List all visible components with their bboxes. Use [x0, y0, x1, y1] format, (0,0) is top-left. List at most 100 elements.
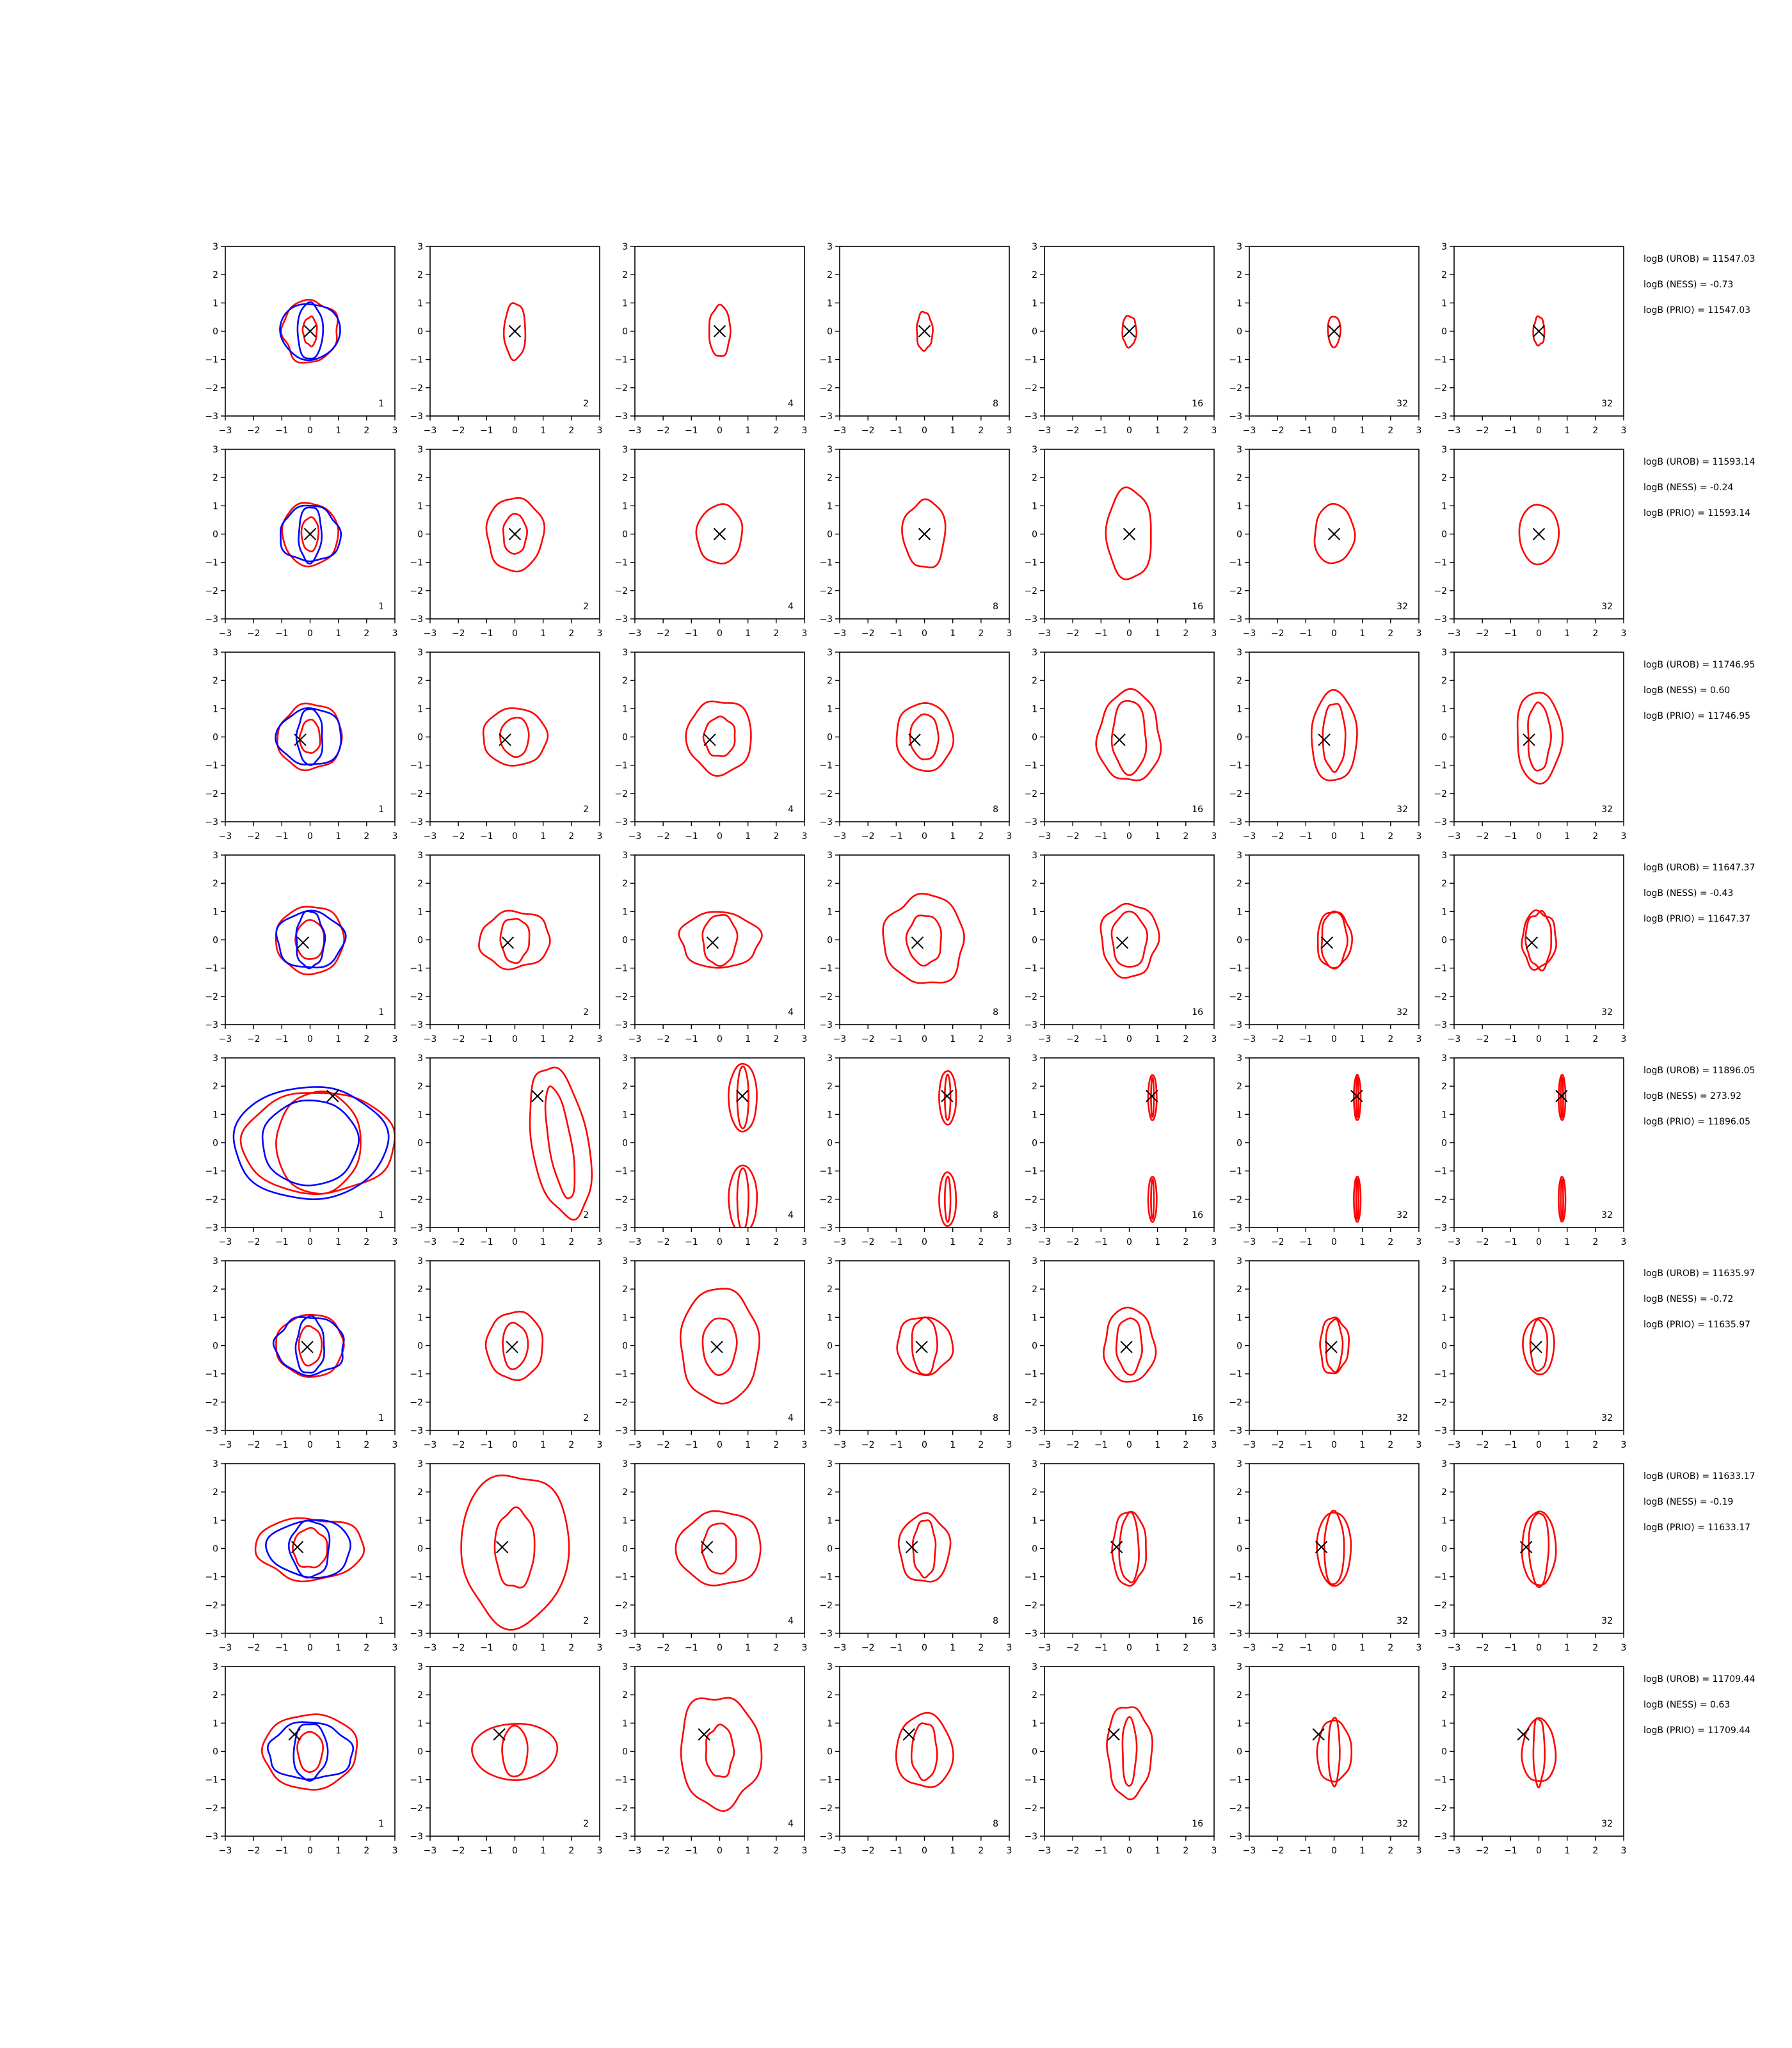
- axes-frame: [225, 1260, 396, 1431]
- panel-label: 2: [583, 1413, 589, 1423]
- y-tick-label: 1: [1441, 704, 1447, 714]
- y-tick-label: 0: [417, 530, 423, 540]
- x-tick-label: 0: [717, 1846, 723, 1856]
- y-tick-label: 1: [622, 907, 628, 917]
- panel-r5-c7: −3−3 −2 −2 −1 −1 0 0 1 1 2 2 3 3 32: [1434, 1053, 1626, 1247]
- y-tick-label: −3: [819, 1832, 833, 1842]
- panel-r7-c3: −3−3 −2 −2 −1 −1 0 0 1 1 2 2 3 3 4: [614, 1459, 807, 1653]
- y-tick-label: −3: [205, 614, 218, 625]
- x-tick-label: −2: [657, 1034, 670, 1044]
- y-tick-label: −3: [819, 1020, 833, 1030]
- x-tick-label: −3: [833, 1237, 847, 1247]
- x-tick-label: 1: [540, 1034, 546, 1044]
- y-tick-label: −1: [1024, 1370, 1037, 1380]
- posterior-contour: [1355, 1178, 1359, 1220]
- posterior-contour: [911, 1316, 938, 1376]
- posterior-contour: [1560, 1178, 1564, 1220]
- x-tick-label: 1: [950, 628, 956, 639]
- y-tick-label: 1: [1236, 298, 1242, 308]
- x-tick-label: −3: [1243, 831, 1256, 842]
- x-tick-label: 1: [1155, 831, 1160, 842]
- axes-frame: [1044, 1666, 1215, 1837]
- panel-r2-c7: −3−3 −2 −2 −1 −1 0 0 1 1 2 2 3 3 32: [1434, 445, 1626, 639]
- axes-frame: [1249, 652, 1420, 822]
- x-tick-label: −3: [1038, 1034, 1052, 1044]
- panel-r6-c2: −3−3 −2 −2 −1 −1 0 0 1 1 2 2 3 3 2: [410, 1256, 602, 1450]
- x-tick-label: −2: [657, 831, 670, 842]
- x-tick-label: 3: [802, 1034, 808, 1044]
- x-tick-label: 3: [1212, 628, 1217, 639]
- panel-r1-c5: −3−3 −2 −2 −1 −1 0 0 1 1 2 2 3 3 16: [1024, 242, 1217, 436]
- y-tick-label: 1: [1236, 907, 1242, 917]
- x-tick-label: −3: [424, 1440, 437, 1450]
- x-tick-label: 1: [540, 831, 546, 842]
- y-tick-label: −1: [205, 1167, 218, 1177]
- true-point-marker: [1523, 733, 1535, 746]
- x-tick-label: 0: [1536, 628, 1542, 639]
- panel-label: 2: [583, 1616, 589, 1626]
- y-tick-label: −2: [1434, 1804, 1447, 1814]
- y-tick-label: 2: [212, 270, 218, 280]
- posterior-contour: [685, 700, 752, 777]
- x-tick-label: 2: [364, 1237, 369, 1247]
- true-point-marker: [710, 1341, 723, 1354]
- y-tick-label: 1: [1441, 501, 1447, 511]
- prior-contour: [296, 301, 324, 360]
- posterior-contour: [275, 1313, 345, 1378]
- x-tick-label: −3: [424, 426, 437, 436]
- x-tick-label: 0: [717, 1643, 723, 1653]
- posterior-contour: [708, 303, 732, 357]
- y-tick-label: 2: [827, 879, 833, 889]
- x-tick-label: 1: [950, 426, 956, 436]
- y-tick-label: 2: [622, 879, 628, 889]
- y-tick-label: −3: [1229, 817, 1242, 828]
- panel-label: 1: [378, 1413, 384, 1423]
- y-tick-label: 1: [1236, 704, 1242, 714]
- y-tick-label: −3: [205, 412, 218, 422]
- x-tick-label: −2: [1271, 831, 1284, 842]
- logb-annotation: logB (UROB) = 11593.14: [1644, 457, 1755, 467]
- posterior-contour: [1150, 1178, 1155, 1220]
- y-tick-label: −2: [1024, 1398, 1037, 1408]
- x-tick-label: −2: [1066, 628, 1080, 639]
- y-tick-label: −3: [819, 1223, 833, 1233]
- panel-r8-c4: −3−3 −2 −2 −1 −1 0 0 1 1 2 2 3 3 8: [819, 1662, 1012, 1856]
- panel-label: 1: [378, 602, 384, 612]
- y-tick-label: −2: [205, 789, 218, 799]
- y-tick-label: 2: [212, 1690, 218, 1700]
- x-tick-label: −2: [657, 1237, 670, 1247]
- x-tick-label: 3: [802, 426, 808, 436]
- x-tick-label: 2: [773, 1237, 779, 1247]
- posterior-contour: [502, 1322, 529, 1370]
- x-tick-label: 0: [1126, 426, 1132, 436]
- true-point-marker: [703, 733, 716, 746]
- x-tick-label: 3: [1007, 1034, 1012, 1044]
- axes-frame: [1044, 1463, 1215, 1634]
- y-tick-label: 3: [1236, 851, 1242, 861]
- posterior-contour: [1323, 1509, 1345, 1585]
- y-tick-label: −3: [1434, 1426, 1447, 1436]
- x-tick-label: 1: [1359, 426, 1365, 436]
- y-tick-label: −3: [819, 1629, 833, 1639]
- prior-contour: [232, 1086, 390, 1201]
- x-tick-label: 3: [1007, 1643, 1012, 1653]
- x-tick-label: −3: [628, 1034, 642, 1044]
- x-tick-label: 2: [1592, 1237, 1598, 1247]
- x-tick-label: 1: [540, 628, 546, 639]
- x-tick-label: 0: [512, 1440, 518, 1450]
- posterior-contour: [1100, 902, 1160, 979]
- true-point-marker: [1532, 527, 1546, 541]
- posterior-contour: [1311, 689, 1358, 781]
- x-tick-label: −3: [219, 1034, 232, 1044]
- axes-frame: [1249, 1057, 1420, 1228]
- y-tick-label: −3: [614, 1020, 628, 1030]
- posterior-contour: [736, 1167, 749, 1228]
- y-tick-label: 3: [622, 1459, 628, 1469]
- y-tick-label: 2: [1236, 1284, 1242, 1295]
- x-tick-label: 2: [978, 1643, 984, 1653]
- y-tick-label: 2: [417, 1284, 423, 1295]
- x-tick-label: −2: [1271, 1846, 1284, 1856]
- x-tick-label: 3: [597, 1034, 603, 1044]
- y-tick-label: 0: [417, 1139, 423, 1149]
- x-tick-label: 2: [1388, 1034, 1393, 1044]
